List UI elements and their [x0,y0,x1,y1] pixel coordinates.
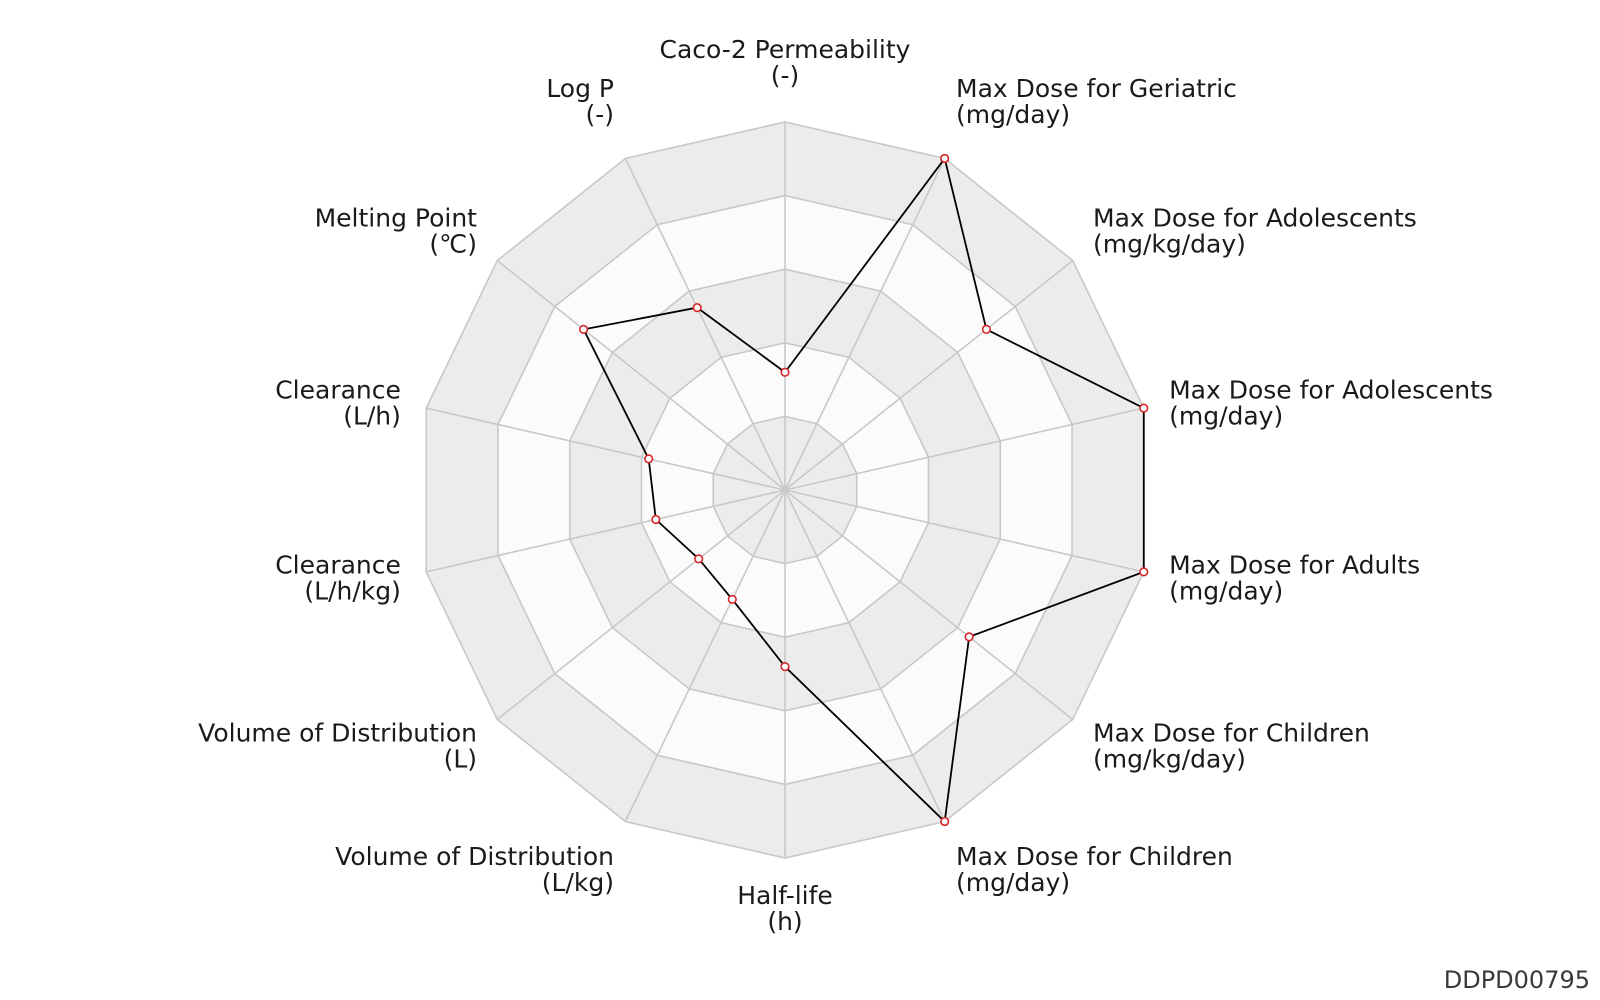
data-point-0 [780,367,790,377]
grid-spoke-5 [784,489,1074,721]
grid-spoke-12 [496,259,786,491]
axis-label-name-0: Caco-2 Permeability [660,35,911,64]
axis-label-name-11: Clearance [275,375,401,404]
axis-label-4: Max Dose for Adults (mg/day) [1169,551,1420,606]
axis-label-name-8: Volume of Distribution [335,842,614,871]
axis-label-unit-3: (mg/day) [1169,401,1283,430]
grid-spoke-13 [624,158,786,491]
axis-label-7: Half-life (h) [737,881,833,936]
data-point-1 [940,153,950,164]
data-point-11 [644,454,654,464]
data-point-6 [940,816,950,827]
axis-label-name-4: Max Dose for Adults [1169,551,1420,580]
axis-label-unit-8: (L/kg) [542,868,614,897]
data-point-12 [578,324,589,334]
radar-series [578,153,1149,827]
data-point-9 [694,554,704,564]
axis-label-5: Max Dose for Children (mg/kg/day) [1093,719,1370,774]
axis-label-unit-9: (L) [444,745,477,774]
axis-label-12: Melting Point (℃) [315,203,478,258]
axis-label-unit-10: (L/h/kg) [304,577,400,606]
axis-label-name-10: Clearance [275,551,401,580]
axis-label-unit-12: (℃) [429,229,477,258]
axis-label-6: Max Dose for Children (mg/day) [956,842,1233,897]
radar-grid [425,121,1145,859]
data-point-5 [964,632,974,642]
grid-spoke-4 [784,489,1144,573]
data-point-13 [692,303,702,313]
axis-label-name-1: Max Dose for Geriatric [956,74,1237,103]
data-point-4 [1139,567,1149,577]
axis-label-name-3: Max Dose for Adolescents [1169,375,1493,404]
axis-label-name-6: Max Dose for Children [956,842,1233,871]
grid-spoke-8 [624,489,786,822]
axis-label-unit-4: (mg/day) [1169,577,1283,606]
grid-spoke-11 [426,407,786,491]
axis-label-name-7: Half-life [737,881,833,910]
grid-spoke-2 [784,259,1074,491]
axis-label-name-2: Max Dose for Adolescents [1093,203,1417,232]
axis-label-0: Caco-2 Permeability (-) [660,35,911,90]
axis-label-8: Volume of Distribution (L/kg) [335,842,614,897]
axis-label-name-13: Log P [546,74,614,103]
axis-label-2: Max Dose for Adolescents (mg/kg/day) [1093,203,1417,258]
axis-label-11: Clearance (L/h) [275,375,401,430]
axis-label-1: Max Dose for Geriatric (mg/day) [956,74,1237,129]
grid-spoke-6 [784,489,946,822]
axis-label-unit-1: (mg/day) [956,100,1070,129]
axis-label-unit-6: (mg/day) [956,868,1070,897]
axis-label-unit-5: (mg/kg/day) [1093,745,1246,774]
grid-spoke-1 [784,158,946,491]
axis-label-unit-13: (-) [585,100,614,129]
axis-label-unit-2: (mg/kg/day) [1093,229,1246,258]
axis-label-unit-11: (L/h) [343,401,401,430]
data-point-10 [651,514,661,525]
axis-labels: Caco-2 Permeability (-) Max Dose for Geria… [198,35,1493,936]
axis-label-10: Clearance (L/h/kg) [275,551,401,606]
data-point-2 [981,324,992,334]
data-point-7 [780,662,790,672]
grid-spoke-9 [496,489,786,721]
chart-caption: DDPD00795 [1444,966,1590,994]
axis-label-unit-7: (h) [767,907,802,936]
data-point-3 [1139,403,1149,413]
grid-spoke-3 [784,407,1144,491]
grid-spoke-10 [426,489,786,573]
axis-label-name-9: Volume of Distribution [198,719,477,748]
axis-label-3: Max Dose for Adolescents (mg/day) [1169,375,1493,430]
data-point-8 [727,594,737,605]
axis-label-name-5: Max Dose for Children [1093,719,1370,748]
axis-label-unit-0: (-) [771,61,800,90]
axis-label-name-12: Melting Point [315,203,478,232]
axis-label-9: Volume of Distribution (L) [198,719,477,774]
axis-label-13: Log P (-) [546,74,614,129]
